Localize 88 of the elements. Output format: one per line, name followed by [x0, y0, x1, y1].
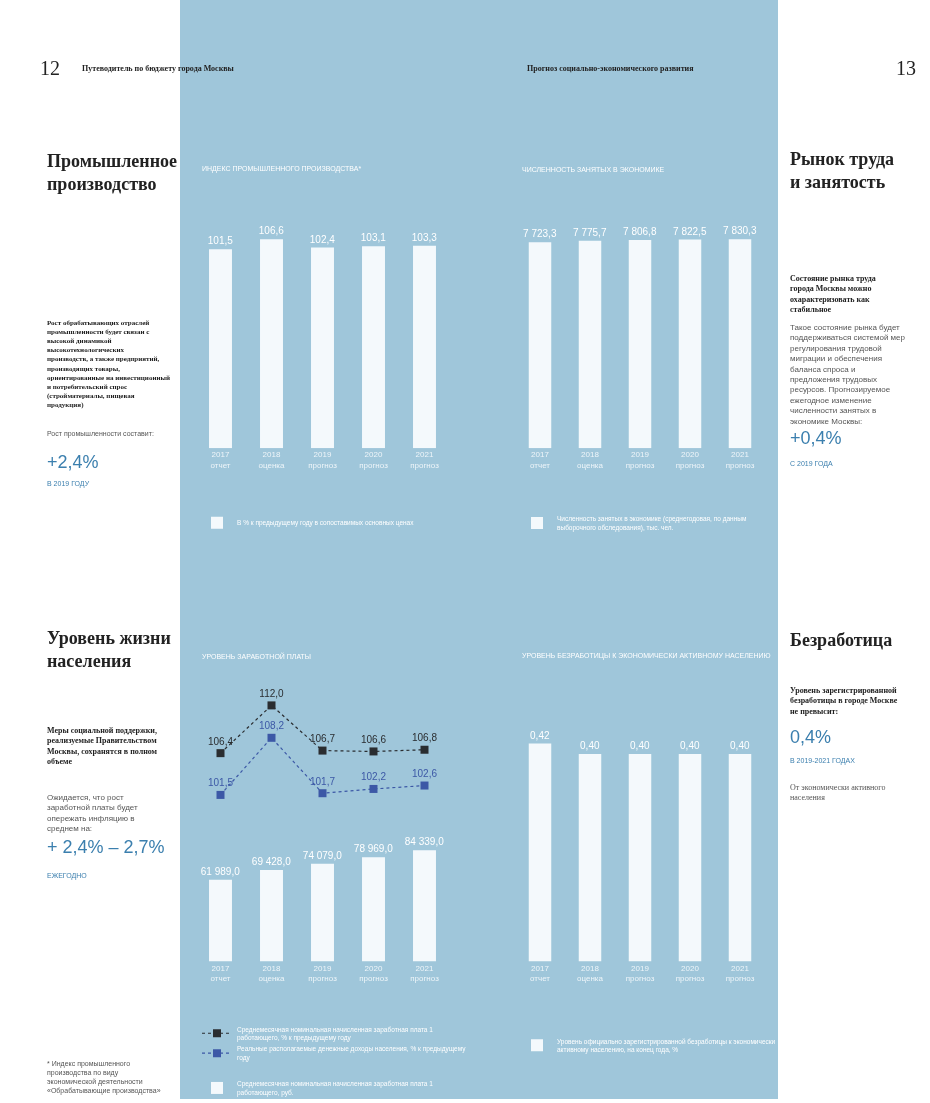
data-label: 0,42 [530, 729, 550, 741]
x-tick-label: 2021 прогноз [410, 963, 440, 983]
data-label: 102,4 [309, 233, 336, 245]
x-tick-label: 2019 прогноз [308, 963, 338, 983]
x-tick-label: 2017 отчет [210, 963, 231, 983]
text: 13 [896, 57, 916, 79]
data-label: 101,5 [207, 235, 234, 247]
x-tick-label: 2018 оценка [258, 450, 286, 470]
text: Рынок труда и занятость [790, 149, 895, 193]
data-label: 106,4 [207, 735, 234, 747]
x-tick-label: 2019 прогноз [308, 450, 338, 470]
bar [260, 869, 283, 962]
text: + 2,4% – 2,7% [47, 837, 165, 857]
point [318, 789, 327, 798]
data-label: 101,5 [207, 777, 234, 789]
text: Состояние рынка труда города Москвы можно охарактеризовать как стабильное [790, 274, 876, 315]
data-label: 7 822,5 [673, 225, 707, 237]
data-label: 0,40 [680, 739, 700, 751]
text: +2,4% [47, 452, 99, 472]
point [267, 701, 276, 710]
x-tick-label: 2020 прогноз [675, 963, 705, 983]
x-tick-label: 2017 отчет [210, 450, 231, 470]
x-tick-label: 2018 оценка [577, 450, 604, 470]
data-label: 106,6 [360, 733, 387, 745]
data-label: 102,6 [411, 768, 438, 780]
bar [311, 863, 334, 962]
text: 0,4% [790, 727, 832, 747]
data-label: 61 989,0 [200, 865, 241, 877]
text: Безработица [790, 630, 893, 650]
x-tick-label: 2021 прогноз [725, 963, 755, 983]
data-label: 102,2 [360, 771, 387, 783]
bar [311, 247, 334, 449]
x-tick-label: 2020 прогноз [359, 963, 389, 983]
bar [209, 879, 232, 962]
data-label: 106,6 [258, 225, 285, 237]
x-tick-label: 2021 прогноз [410, 450, 440, 470]
data-label: 112,0 [259, 687, 285, 699]
point [267, 733, 276, 742]
data-label: 7 830,3 [723, 225, 757, 237]
point [318, 746, 327, 755]
x-tick-label: 2018 оценка [577, 963, 604, 983]
text: Промышленное производство [47, 151, 178, 195]
data-label: 7 775,7 [573, 226, 607, 238]
point [369, 747, 378, 756]
x-tick-label: 2020 прогноз [675, 450, 705, 470]
data-label: 69 428,0 [251, 855, 292, 867]
text: +0,4% [790, 428, 842, 448]
point [420, 745, 429, 754]
x-tick-label: 2019 прогноз [625, 450, 655, 470]
text: От экономически активного населения [790, 783, 886, 803]
text: Меры социальной поддержки, реализуемые Правительством Москвы, сохранятся в полном объеме [47, 726, 158, 767]
text: Уровень жизни населения [47, 628, 171, 672]
bar [260, 239, 283, 449]
data-label: 103,3 [411, 231, 438, 243]
point [216, 790, 225, 799]
point [216, 749, 225, 758]
text: Прогноз социально-экономического развития [527, 64, 695, 73]
x-tick-label: 2017 отчет [530, 963, 551, 983]
data-label: 7 723,3 [523, 228, 557, 240]
data-label: 7 806,8 [623, 225, 657, 237]
x-tick-label: 2019 прогноз [625, 963, 655, 983]
text: Уровень зарегистрированной безработицы в городе Москве не превысит: [790, 686, 898, 716]
data-label: 103,1 [360, 232, 387, 244]
x-tick-label: 2020 прогноз [359, 450, 389, 470]
text: Путеводитель по бюджету города Москвы [82, 64, 235, 73]
data-label: 108,2 [258, 720, 285, 732]
data-label: 0,40 [630, 739, 650, 751]
data-label: 0,40 [730, 739, 750, 751]
bar [362, 857, 385, 962]
point [420, 781, 429, 790]
bar [209, 249, 232, 449]
text: 12 [40, 57, 60, 79]
text: Такое состояние рынка будет поддерживаться системой мер регулирования трудовой миграции и обеспечения баланса спроса и предложения трудовых ресурсов. Прогнозируемое ежегодное изменение численности занятых в экономике Москвы: [790, 323, 906, 426]
data-label: 78 969,0 [353, 843, 394, 855]
x-tick-label: 2018 оценка [258, 963, 286, 983]
data-label: 0,40 [580, 739, 600, 751]
data-label: 106,8 [411, 732, 438, 744]
data-label: 106,7 [309, 733, 336, 745]
bar [413, 245, 436, 449]
bar [362, 246, 385, 449]
data-label: 74 079,0 [302, 849, 343, 861]
x-tick-label: 2021 прогноз [725, 450, 755, 470]
data-label: 101,7 [309, 775, 336, 787]
point [369, 784, 378, 793]
x-tick-label: 2017 отчет [530, 450, 551, 470]
data-label: 84 339,0 [404, 836, 445, 848]
text: Ожидается, что рост заработной платы будет опережать инфляцию в среднем на: [47, 793, 138, 834]
bar [413, 850, 436, 962]
